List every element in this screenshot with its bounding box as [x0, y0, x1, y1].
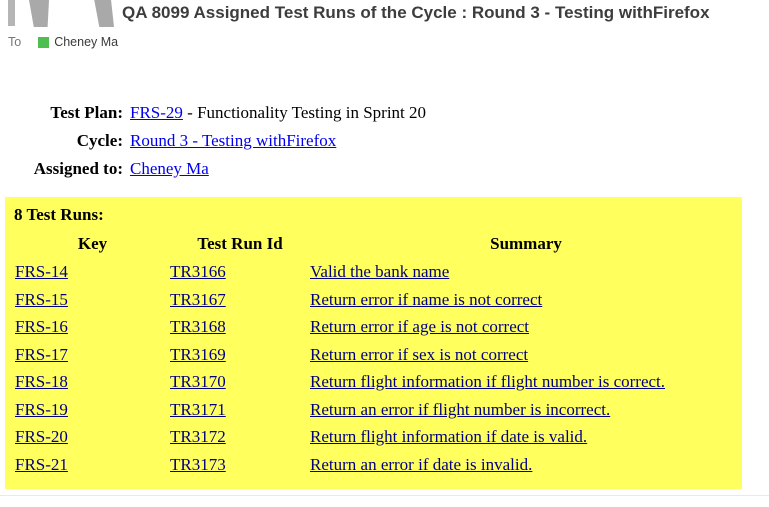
divider	[0, 495, 769, 496]
summary-link[interactable]: Return error if age is not correct	[310, 317, 530, 336]
summary-link[interactable]: Return an error if flight number is inco…	[310, 399, 611, 419]
key-link[interactable]: FRS-18	[15, 372, 68, 391]
test-run-id-link[interactable]: TR3170	[170, 372, 226, 391]
test-run-id-link[interactable]: TR3167	[170, 289, 226, 309]
column-header-summary: Summary	[490, 234, 562, 253]
presence-indicator-icon	[38, 36, 50, 48]
detail-row-test-plan: Test Plan: FRS-29 - Functionality Testin…	[0, 99, 426, 127]
table-row: FRS-20 TR3172 Return flight information …	[15, 423, 742, 451]
test-run-id-link[interactable]: TR3172	[170, 427, 226, 446]
test-runs-count-title: 8 Test Runs:	[14, 205, 104, 224]
detail-row-cycle: Cycle: Round 3 - Testing withFirefox	[0, 127, 426, 155]
cycle-link[interactable]: Round 3 - Testing withFirefox	[130, 131, 337, 150]
test-plan-link[interactable]: FRS-29	[130, 103, 183, 122]
recipient-name[interactable]: Cheney Ma	[54, 35, 119, 49]
test-run-id-link[interactable]: TR3168	[170, 317, 226, 336]
table-header-row: Key Test Run Id Summary	[15, 230, 742, 258]
avatar-fragment-icon	[94, 0, 114, 27]
test-run-id-link[interactable]: TR3166	[170, 262, 226, 281]
table-row: FRS-21 TR3173 Return an error if date is…	[15, 451, 742, 479]
table-row: FRS-16 TR3168 Return error if age is not…	[15, 313, 742, 341]
avatar-fragment-icon	[8, 0, 15, 26]
summary-link[interactable]: Return an error if date is invalid.	[310, 454, 533, 474]
email-subject: QA 8099 Assigned Test Runs of the Cycle …	[122, 3, 710, 22]
table-row: FRS-17 TR3169 Return error if sex is not…	[15, 341, 742, 369]
table-row: FRS-15 TR3167 Return error if name is no…	[15, 286, 742, 314]
table-row: FRS-14 TR3166 Valid the bank name	[15, 258, 742, 286]
table-row: FRS-19 TR3171 Return an error if flight …	[15, 396, 742, 424]
cycle-label: Cycle:	[76, 131, 123, 150]
summary-link[interactable]: Return error if sex is not correct	[310, 344, 529, 364]
summary-link[interactable]: Valid the bank name	[310, 262, 450, 281]
assigned-to-label: Assigned to:	[33, 159, 123, 178]
key-link[interactable]: FRS-15	[15, 289, 68, 309]
key-link[interactable]: FRS-21	[15, 454, 68, 474]
key-link[interactable]: FRS-14	[15, 262, 68, 281]
key-link[interactable]: FRS-16	[15, 317, 68, 336]
avatar-fragment-icon	[29, 0, 49, 27]
test-runs-table: Key Test Run Id Summary FRS-14 TR3166 Va…	[15, 230, 742, 478]
test-runs-panel: 8 Test Runs: Key Test Run Id Summary FRS…	[5, 197, 742, 489]
test-plan-details: Test Plan: FRS-29 - Functionality Testin…	[0, 99, 426, 183]
assigned-to-link[interactable]: Cheney Ma	[130, 159, 209, 178]
summary-link[interactable]: Return flight information if date is val…	[310, 427, 588, 446]
test-plan-label: Test Plan:	[50, 103, 123, 122]
key-link[interactable]: FRS-17	[15, 344, 68, 364]
table-row: FRS-18 TR3170 Return flight information …	[15, 368, 742, 396]
column-header-key: Key	[77, 234, 108, 253]
test-run-id-link[interactable]: TR3173	[170, 454, 226, 474]
key-link[interactable]: FRS-19	[15, 399, 68, 419]
column-header-test-run-id: Test Run Id	[197, 234, 283, 253]
test-run-id-link[interactable]: TR3171	[170, 399, 226, 419]
recipient-line: To Cheney Ma	[8, 35, 118, 49]
test-run-id-link[interactable]: TR3169	[170, 344, 226, 364]
key-link[interactable]: FRS-20	[15, 427, 68, 446]
detail-row-assigned-to: Assigned to: Cheney Ma	[0, 155, 426, 183]
summary-link[interactable]: Return flight information if flight numb…	[310, 372, 666, 391]
to-label: To	[8, 35, 22, 49]
summary-link[interactable]: Return error if name is not correct	[310, 289, 543, 309]
test-plan-suffix: - Functionality Testing in Sprint 20	[182, 103, 427, 122]
